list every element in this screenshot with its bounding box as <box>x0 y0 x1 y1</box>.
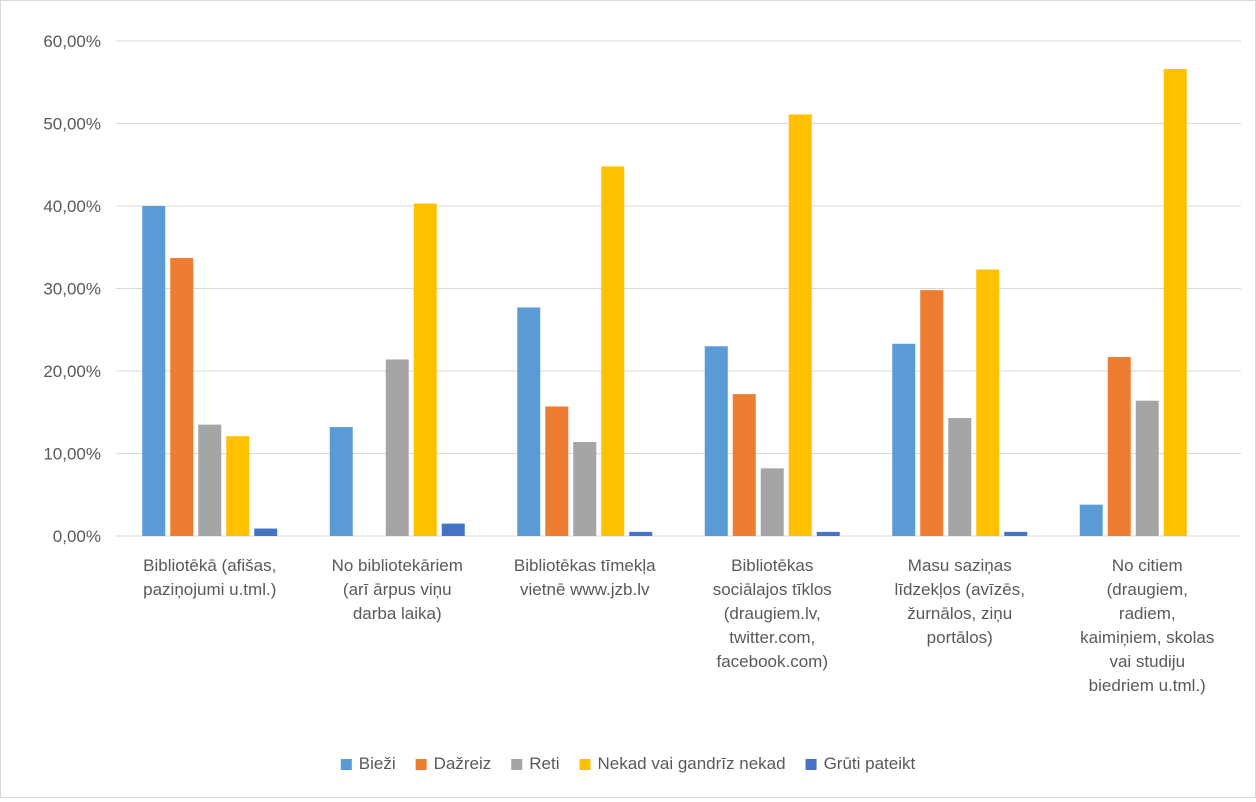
x-category-label: No bibliotekāriem (arī ārpus viņu darba la… <box>332 556 463 623</box>
legend-swatch <box>511 759 523 770</box>
bar-1-3 <box>517 307 541 536</box>
bar-4-6 <box>1163 69 1187 537</box>
legend-swatch <box>579 759 591 770</box>
legend-label: Grūti pateikt <box>824 754 916 773</box>
legend-label: Bieži <box>359 754 396 773</box>
legend-label: Reti <box>529 754 559 773</box>
legend-label: Nekad vai gandrīz nekad <box>598 754 786 773</box>
x-axis-labels: Bibliotēkā (afišas, paziņojumi u.tml.) No … <box>143 556 1214 695</box>
bar-3-5 <box>948 418 972 536</box>
y-tick-label: 0,00% <box>53 527 101 546</box>
bar-1-2 <box>329 427 353 536</box>
bar-3-1 <box>198 424 222 536</box>
bar-3-3 <box>573 441 597 536</box>
bar-1-6 <box>1079 504 1103 536</box>
legend-swatch <box>415 759 427 770</box>
bar-4-2 <box>413 203 437 536</box>
x-category-label: No citiem (draugiem, radiem, kaimiņiem, sko… <box>1080 556 1214 695</box>
bar-5-1 <box>254 528 278 536</box>
bar-3-2 <box>385 359 409 536</box>
legend: Bieži Dažreiz Reti Nekad vai gandrīz nekad G… <box>340 754 916 773</box>
legend-swatch <box>340 759 352 770</box>
x-category-label: Bibliotēkas sociālajos tīklos (draugiem.lv… <box>713 556 832 671</box>
y-axis-ticks: 0,00% 10,00% 20,00% 30,00% 40,00% 50,00% 60,00… <box>43 32 101 546</box>
gridlines <box>116 40 1241 537</box>
y-tick-label: 40,00% <box>43 197 101 216</box>
bar-2-5 <box>920 290 944 536</box>
bar-5-2 <box>441 523 465 536</box>
bar-4-4 <box>788 114 812 537</box>
legend-swatch <box>805 759 817 770</box>
bar-1-1 <box>142 206 166 536</box>
x-category-label: Masu saziņas līdzekļos (avīzēs, žurnālos, … <box>895 556 1025 647</box>
bar-2-6 <box>1107 356 1131 536</box>
x-category-label: Bibliotēkā (afišas, paziņojumi u.tml.) <box>143 556 276 599</box>
bar-2-1 <box>170 257 194 536</box>
bar-2-3 <box>545 406 569 536</box>
bar-4-3 <box>601 166 625 536</box>
y-tick-label: 60,00% <box>43 32 101 51</box>
bar-3-4 <box>760 468 784 536</box>
y-tick-label: 20,00% <box>43 362 101 381</box>
bar-4-1 <box>226 436 250 536</box>
bar-5-5 <box>1004 531 1028 536</box>
y-tick-label: 30,00% <box>43 280 101 299</box>
x-category-label: Bibliotēkas tīmekļa vietnē www.jzb.lv <box>514 556 656 599</box>
bar-5-4 <box>816 531 840 536</box>
bar-1-4 <box>704 346 728 536</box>
y-tick-label: 50,00% <box>43 115 101 134</box>
legend-label: Dažreiz <box>434 754 492 773</box>
bar-1-5 <box>892 343 916 536</box>
bar-5-3 <box>629 531 653 536</box>
bar-4-5 <box>976 269 1000 536</box>
bar-2-4 <box>732 394 756 536</box>
bars <box>142 69 1187 537</box>
bar-3-6 <box>1135 400 1159 536</box>
y-tick-label: 10,00% <box>43 445 101 464</box>
